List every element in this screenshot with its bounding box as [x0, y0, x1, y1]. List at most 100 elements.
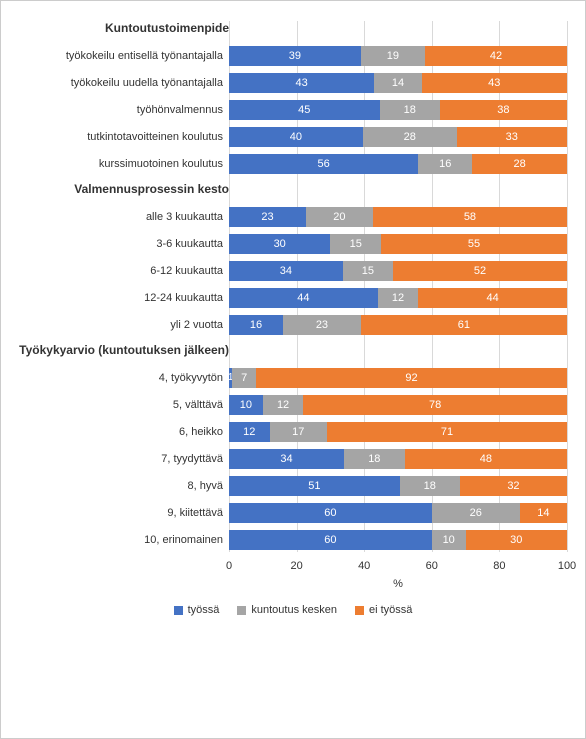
- bar-row: 5, välttävä101278: [19, 392, 567, 417]
- legend-item-tyossa: työssä: [174, 604, 220, 616]
- row-label: 9, kiitettävä: [19, 507, 229, 519]
- bar-segment-tyossa: 34: [229, 261, 343, 281]
- bar-segment-kesken: 15: [343, 261, 393, 281]
- bar-segment-tyossa: 45: [229, 100, 380, 120]
- bar-row: työhönvalmennus451838: [19, 97, 567, 122]
- bar-segment-ei: 14: [520, 503, 567, 523]
- bar-segment-tyossa: 40: [229, 127, 363, 147]
- row-label: kurssimuotoinen koulutus: [19, 158, 229, 170]
- row-label: 7, tyydyttävä: [19, 453, 229, 465]
- bar-segment-tyossa: 12: [229, 422, 270, 442]
- bar-track: 121771: [229, 422, 567, 442]
- bar-segment-tyossa: 30: [229, 234, 330, 254]
- legend: työssä kuntoutus kesken ei työssä: [19, 604, 567, 616]
- row-label: yli 2 vuotta: [19, 319, 229, 331]
- bar-segment-kesken: 28: [363, 127, 457, 147]
- bar-track: 341848: [229, 449, 567, 469]
- bar-segment-ei: 43: [422, 73, 567, 93]
- bar-segment-kesken: 12: [378, 288, 419, 308]
- bar-track: 402833: [229, 127, 567, 147]
- bar-segment-ei: 30: [466, 530, 567, 550]
- row-label: 12-24 kuukautta: [19, 292, 229, 304]
- bar-segment-kesken: 12: [263, 395, 304, 415]
- bar-track: 601030: [229, 530, 567, 550]
- row-label: 6, heikko: [19, 426, 229, 438]
- bar-segment-kesken: 26: [432, 503, 520, 523]
- bar-row: kurssimuotoinen koulutus561628: [19, 151, 567, 176]
- bar-row: 10, erinomainen601030: [19, 527, 567, 552]
- bar-segment-tyossa: 60: [229, 503, 432, 523]
- bar-track: 341552: [229, 261, 567, 281]
- bar-segment-tyossa: 44: [229, 288, 378, 308]
- bar-segment-tyossa: 34: [229, 449, 344, 469]
- legend-label: työssä: [188, 604, 220, 616]
- bar-segment-ei: 32: [460, 476, 567, 496]
- legend-label: kuntoutus kesken: [251, 604, 337, 616]
- row-label: 3-6 kuukautta: [19, 238, 229, 250]
- row-label: työkokeilu entisellä työnantajalla: [19, 50, 229, 62]
- bar-segment-tyossa: 23: [229, 207, 306, 227]
- row-label: 4, työkyvytön: [19, 372, 229, 384]
- row-label: työhönvalmennus: [19, 104, 229, 116]
- bar-segment-kesken: 14: [374, 73, 421, 93]
- plot-area: Kuntoutustoimenpide työkokeilu entisellä …: [19, 21, 567, 554]
- row-label: 6-12 kuukautta: [19, 265, 229, 277]
- x-axis: 020406080100: [19, 558, 567, 576]
- stacked-bar-chart: Kuntoutustoimenpide työkokeilu entisellä …: [19, 21, 567, 616]
- bar-segment-ei: 78: [303, 395, 567, 415]
- bar-track: 101278: [229, 395, 567, 415]
- bar-segment-ei: 52: [393, 261, 567, 281]
- bar-row: tutkintotavoitteinen koulutus402833: [19, 124, 567, 149]
- bar-row: 8, hyvä511832: [19, 473, 567, 498]
- bar-segment-kesken: 18: [344, 449, 405, 469]
- legend-swatch: [355, 606, 364, 615]
- bar-track: 441244: [229, 288, 567, 308]
- bar-row: 6-12 kuukautta341552: [19, 258, 567, 283]
- bar-track: 561628: [229, 154, 567, 174]
- legend-swatch: [237, 606, 246, 615]
- row-label: alle 3 kuukautta: [19, 211, 229, 223]
- bar-segment-ei: 38: [440, 100, 567, 120]
- bar-segment-kesken: 18: [400, 476, 460, 496]
- x-axis-label-row: %: [19, 578, 567, 590]
- bar-segment-tyossa: 51: [229, 476, 400, 496]
- row-label: työkokeilu uudella työnantajalla: [19, 77, 229, 89]
- section-title: Työkykyarvio (kuntoutuksen jälkeen): [19, 343, 229, 357]
- row-label: 5, välttävä: [19, 399, 229, 411]
- bar-segment-kesken: 23: [283, 315, 361, 335]
- bar-segment-ei: 55: [381, 234, 567, 254]
- bar-row: alle 3 kuukautta232058: [19, 204, 567, 229]
- legend-swatch: [174, 606, 183, 615]
- bar-row: työkokeilu entisellä työnantajalla391942: [19, 43, 567, 68]
- bar-segment-ei: 42: [425, 46, 567, 66]
- bar-segment-ei: 71: [327, 422, 567, 442]
- bar-row: 7, tyydyttävä341848: [19, 446, 567, 471]
- x-tick: 20: [290, 560, 302, 572]
- bar-segment-kesken: 10: [432, 530, 466, 550]
- bar-segment-kesken: 15: [330, 234, 381, 254]
- bar-track: 162361: [229, 315, 567, 335]
- bar-segment-tyossa: 43: [229, 73, 374, 93]
- bar-segment-ei: 61: [361, 315, 567, 335]
- x-axis-label: %: [229, 578, 567, 590]
- bar-track: 232058: [229, 207, 567, 227]
- legend-item-ei: ei työssä: [355, 604, 412, 616]
- bar-segment-ei: 44: [418, 288, 567, 308]
- bar-segment-tyossa: 60: [229, 530, 432, 550]
- bar-track: 1792: [229, 368, 567, 388]
- row-label: 10, erinomainen: [19, 534, 229, 546]
- bar-row: 6, heikko121771: [19, 419, 567, 444]
- bar-track: 391942: [229, 46, 567, 66]
- row-label: tutkintotavoitteinen koulutus: [19, 131, 229, 143]
- bar-segment-ei: 48: [405, 449, 567, 469]
- legend-item-kesken: kuntoutus kesken: [237, 604, 337, 616]
- x-tick: 60: [426, 560, 438, 572]
- x-tick: 40: [358, 560, 370, 572]
- bar-row: yli 2 vuotta162361: [19, 312, 567, 337]
- section-title: Kuntoutustoimenpide: [19, 21, 229, 35]
- bar-segment-kesken: 19: [361, 46, 425, 66]
- bar-segment-ei: 28: [472, 154, 567, 174]
- bar-segment-ei: 92: [256, 368, 567, 388]
- bar-segment-ei: 58: [373, 207, 567, 227]
- bar-track: 451838: [229, 100, 567, 120]
